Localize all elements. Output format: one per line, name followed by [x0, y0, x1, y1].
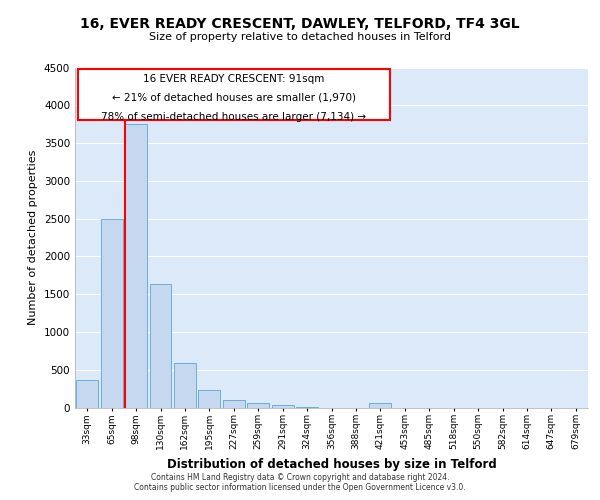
Text: Contains HM Land Registry data © Crown copyright and database right 2024.
Contai: Contains HM Land Registry data © Crown c…	[134, 473, 466, 492]
Bar	[272, 405, 293, 407]
Text: 16 EVER READY CRESCENT: 91sqm: 16 EVER READY CRESCENT: 91sqm	[143, 74, 325, 85]
X-axis label: Distribution of detached houses by size in Telford: Distribution of detached houses by size …	[167, 458, 496, 471]
Bar	[247, 403, 269, 407]
Bar	[125, 124, 147, 408]
Bar	[101, 218, 122, 408]
Text: Size of property relative to detached houses in Telford: Size of property relative to detached ho…	[149, 32, 451, 42]
Text: ← 21% of detached houses are smaller (1,970): ← 21% of detached houses are smaller (1,…	[112, 93, 356, 103]
Bar	[199, 390, 220, 407]
FancyBboxPatch shape	[77, 69, 391, 120]
Bar	[370, 404, 391, 407]
Text: 16, EVER READY CRESCENT, DAWLEY, TELFORD, TF4 3GL: 16, EVER READY CRESCENT, DAWLEY, TELFORD…	[80, 18, 520, 32]
Bar	[149, 284, 172, 408]
Text: 78% of semi-detached houses are larger (7,134) →: 78% of semi-detached houses are larger (…	[101, 112, 367, 122]
Bar	[174, 363, 196, 408]
Y-axis label: Number of detached properties: Number of detached properties	[28, 150, 38, 325]
Bar	[76, 380, 98, 407]
Bar	[223, 400, 245, 407]
